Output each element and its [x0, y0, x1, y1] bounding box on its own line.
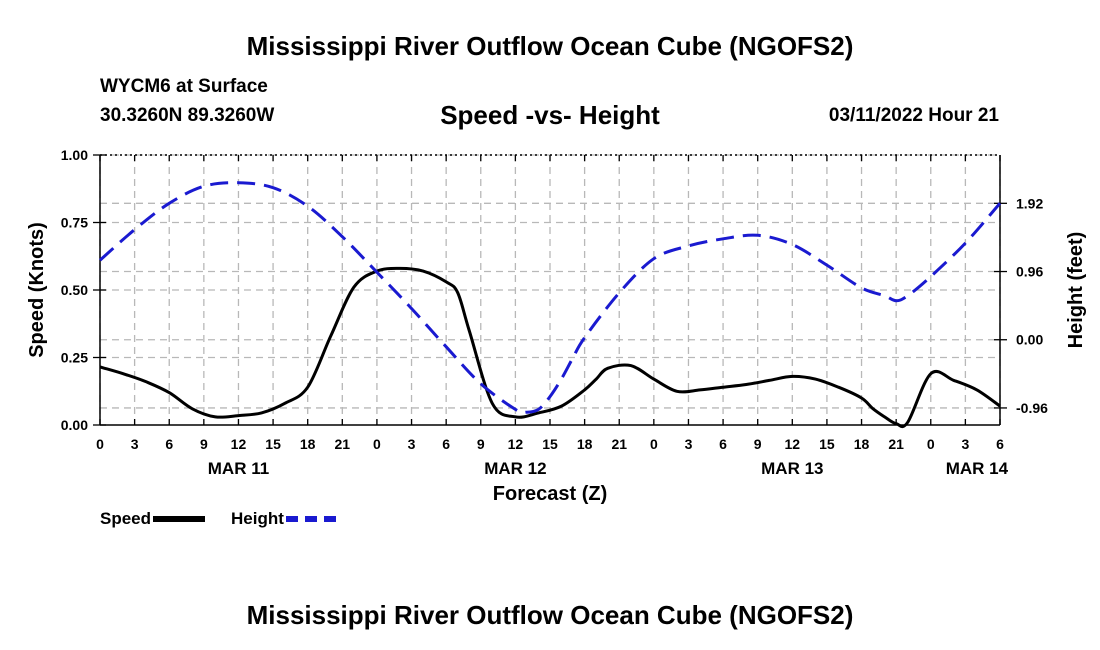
x-tick-label: 0	[927, 436, 935, 452]
x-tick-label: 0	[96, 436, 104, 452]
legend-speed-label: Speed	[100, 509, 152, 528]
x-tick-label: 12	[508, 436, 524, 452]
x-date-label: MAR 12	[484, 459, 546, 478]
x-tick-label: 6	[719, 436, 727, 452]
y-tick-label: 0.00	[61, 417, 88, 433]
x-tick-label: 0	[650, 436, 658, 452]
y-tick-label: 1.00	[61, 147, 88, 163]
x-tick-label: 12	[231, 436, 247, 452]
legend-height-swatch	[285, 516, 336, 522]
y-tick-label: 0.50	[61, 282, 88, 298]
x-tick-label: 18	[300, 436, 316, 452]
x-date-label: MAR 13	[761, 459, 823, 478]
x-tick-label: 9	[477, 436, 485, 452]
x-tick-label: 18	[854, 436, 870, 452]
x-tick-label: 18	[577, 436, 593, 452]
chart-subtitle: Speed -vs- Height	[440, 100, 660, 130]
x-tick-label: 3	[961, 436, 969, 452]
forecast-datestamp: 03/11/2022 Hour 21	[828, 105, 999, 126]
y2-tick-label: -0.96	[1016, 400, 1048, 416]
y-tick-label: 0.75	[61, 215, 88, 231]
station-coordinates: 30.3260N 89.3260W	[100, 105, 275, 126]
station-label: WYCM6 at Surface	[100, 76, 268, 97]
series-speed-line	[99, 266, 1001, 429]
x-tick-label: 9	[754, 436, 762, 452]
x-tick-label: 21	[335, 436, 351, 452]
series-height-line	[99, 181, 1002, 415]
legend-height: Height	[231, 509, 336, 529]
legend-height-label: Height	[231, 509, 284, 528]
x-axis-title: Forecast (Z)	[493, 483, 607, 505]
x-tick-label: 15	[542, 436, 558, 452]
y2-tick-label: 1.92	[1016, 195, 1043, 211]
x-tick-label: 3	[408, 436, 416, 452]
x-tick-label: 15	[819, 436, 835, 452]
legend-speed-swatch	[153, 516, 206, 522]
x-tick-label: 3	[685, 436, 693, 452]
x-tick-label: 15	[265, 436, 281, 452]
x-tick-label: 21	[888, 436, 904, 452]
footer-title: Mississippi River Outflow Ocean Cube (NG…	[246, 600, 854, 630]
x-tick-label: 12	[785, 436, 801, 452]
x-date-label: MAR 14	[946, 459, 1009, 478]
x-date-label: MAR 11	[208, 459, 269, 478]
y-tick-label: 0.25	[61, 350, 88, 366]
x-tick-label: 6	[442, 436, 450, 452]
y2-axis-title: Height (feet)	[1065, 232, 1087, 349]
x-tick-label: 6	[165, 436, 173, 452]
chart-main-title: Mississippi River Outflow Ocean Cube (NG…	[246, 31, 854, 61]
x-tick-label: 21	[611, 436, 627, 452]
y2-tick-label: 0.00	[1016, 332, 1043, 348]
y2-tick-label: 0.96	[1016, 264, 1043, 280]
x-tick-label: 0	[373, 436, 381, 452]
x-tick-label: 6	[996, 436, 1004, 452]
x-tick-label: 9	[200, 436, 208, 452]
y-axis-title: Speed (Knots)	[26, 222, 48, 358]
legend-speed: Speed	[100, 509, 206, 529]
x-tick-label: 3	[131, 436, 139, 452]
